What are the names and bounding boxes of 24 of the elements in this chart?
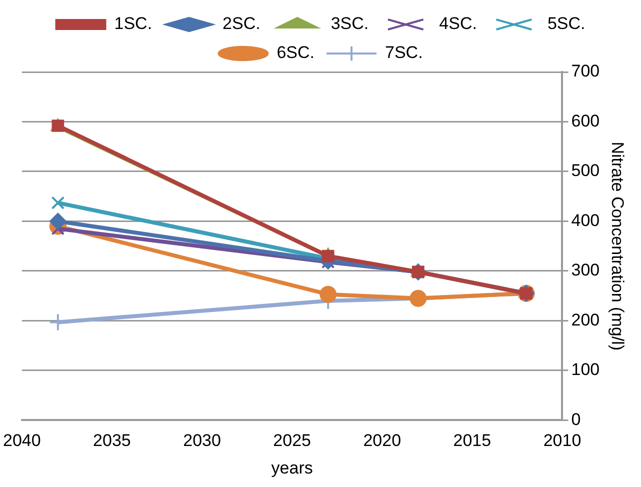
legend-label: 2SC. xyxy=(222,14,260,34)
y-tick-label: 600 xyxy=(571,111,600,130)
x-tick-label: 2025 xyxy=(273,431,311,450)
x-tick-label: 2030 xyxy=(183,431,221,450)
x-tick-label: 2020 xyxy=(363,431,402,450)
y-tick-label: 300 xyxy=(571,260,600,280)
y-tick-label: 200 xyxy=(571,310,600,330)
legend-label: 1SC. xyxy=(114,14,152,34)
y-tick-label: 500 xyxy=(571,161,600,180)
x-tick-label: 2010 xyxy=(543,431,582,450)
y-tick-label: 400 xyxy=(571,210,600,230)
y-axis-title: Nitrate Concentration (mg/l) xyxy=(608,142,628,351)
y-tick-label: 0 xyxy=(571,410,581,429)
legend-label: 5SC. xyxy=(547,14,586,34)
legend-label: 6SC. xyxy=(276,43,315,62)
x-tick-label: 2035 xyxy=(93,431,131,450)
x-tick-label: 2040 xyxy=(2,431,41,450)
y-tick-label: 100 xyxy=(571,360,600,380)
x-axis-title: years xyxy=(271,458,313,478)
y-tick-label: 700 xyxy=(571,62,600,81)
legend-label: 4SC. xyxy=(439,14,477,34)
x-tick-label: 2015 xyxy=(453,431,492,450)
legend-label: 3SC. xyxy=(330,14,369,34)
legend-label: 7SC. xyxy=(385,43,423,62)
